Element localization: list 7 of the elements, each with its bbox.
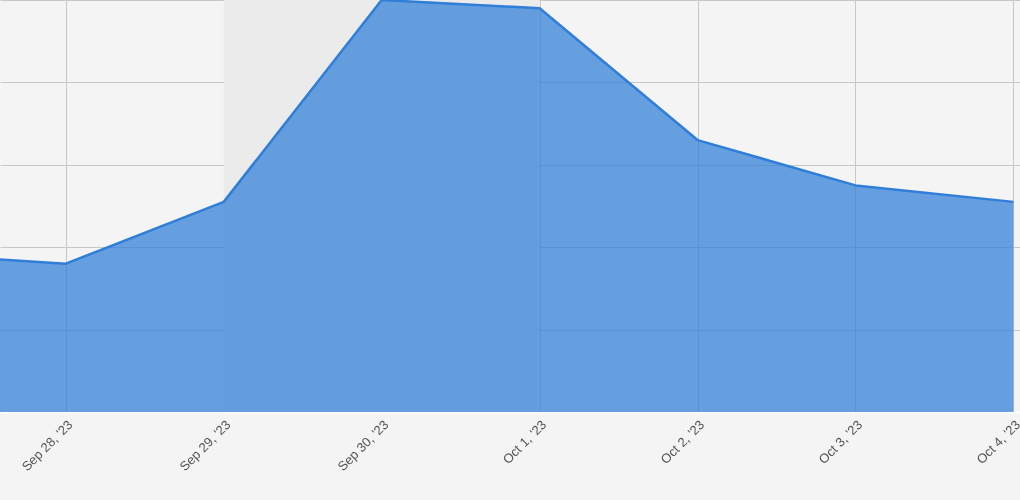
x-tick-label: Sep 29, '23 bbox=[176, 417, 234, 474]
x-tick-label: Oct 2, '23 bbox=[657, 417, 708, 467]
x-tick-label: Sep 28, '23 bbox=[18, 417, 76, 474]
x-tick-label: Oct 1, '23 bbox=[499, 417, 550, 467]
x-tick-label: Sep 30, '23 bbox=[334, 417, 392, 474]
x-tick-label: Oct 4, '23 bbox=[973, 417, 1020, 467]
x-tick-label: Oct 3, '23 bbox=[815, 417, 866, 467]
